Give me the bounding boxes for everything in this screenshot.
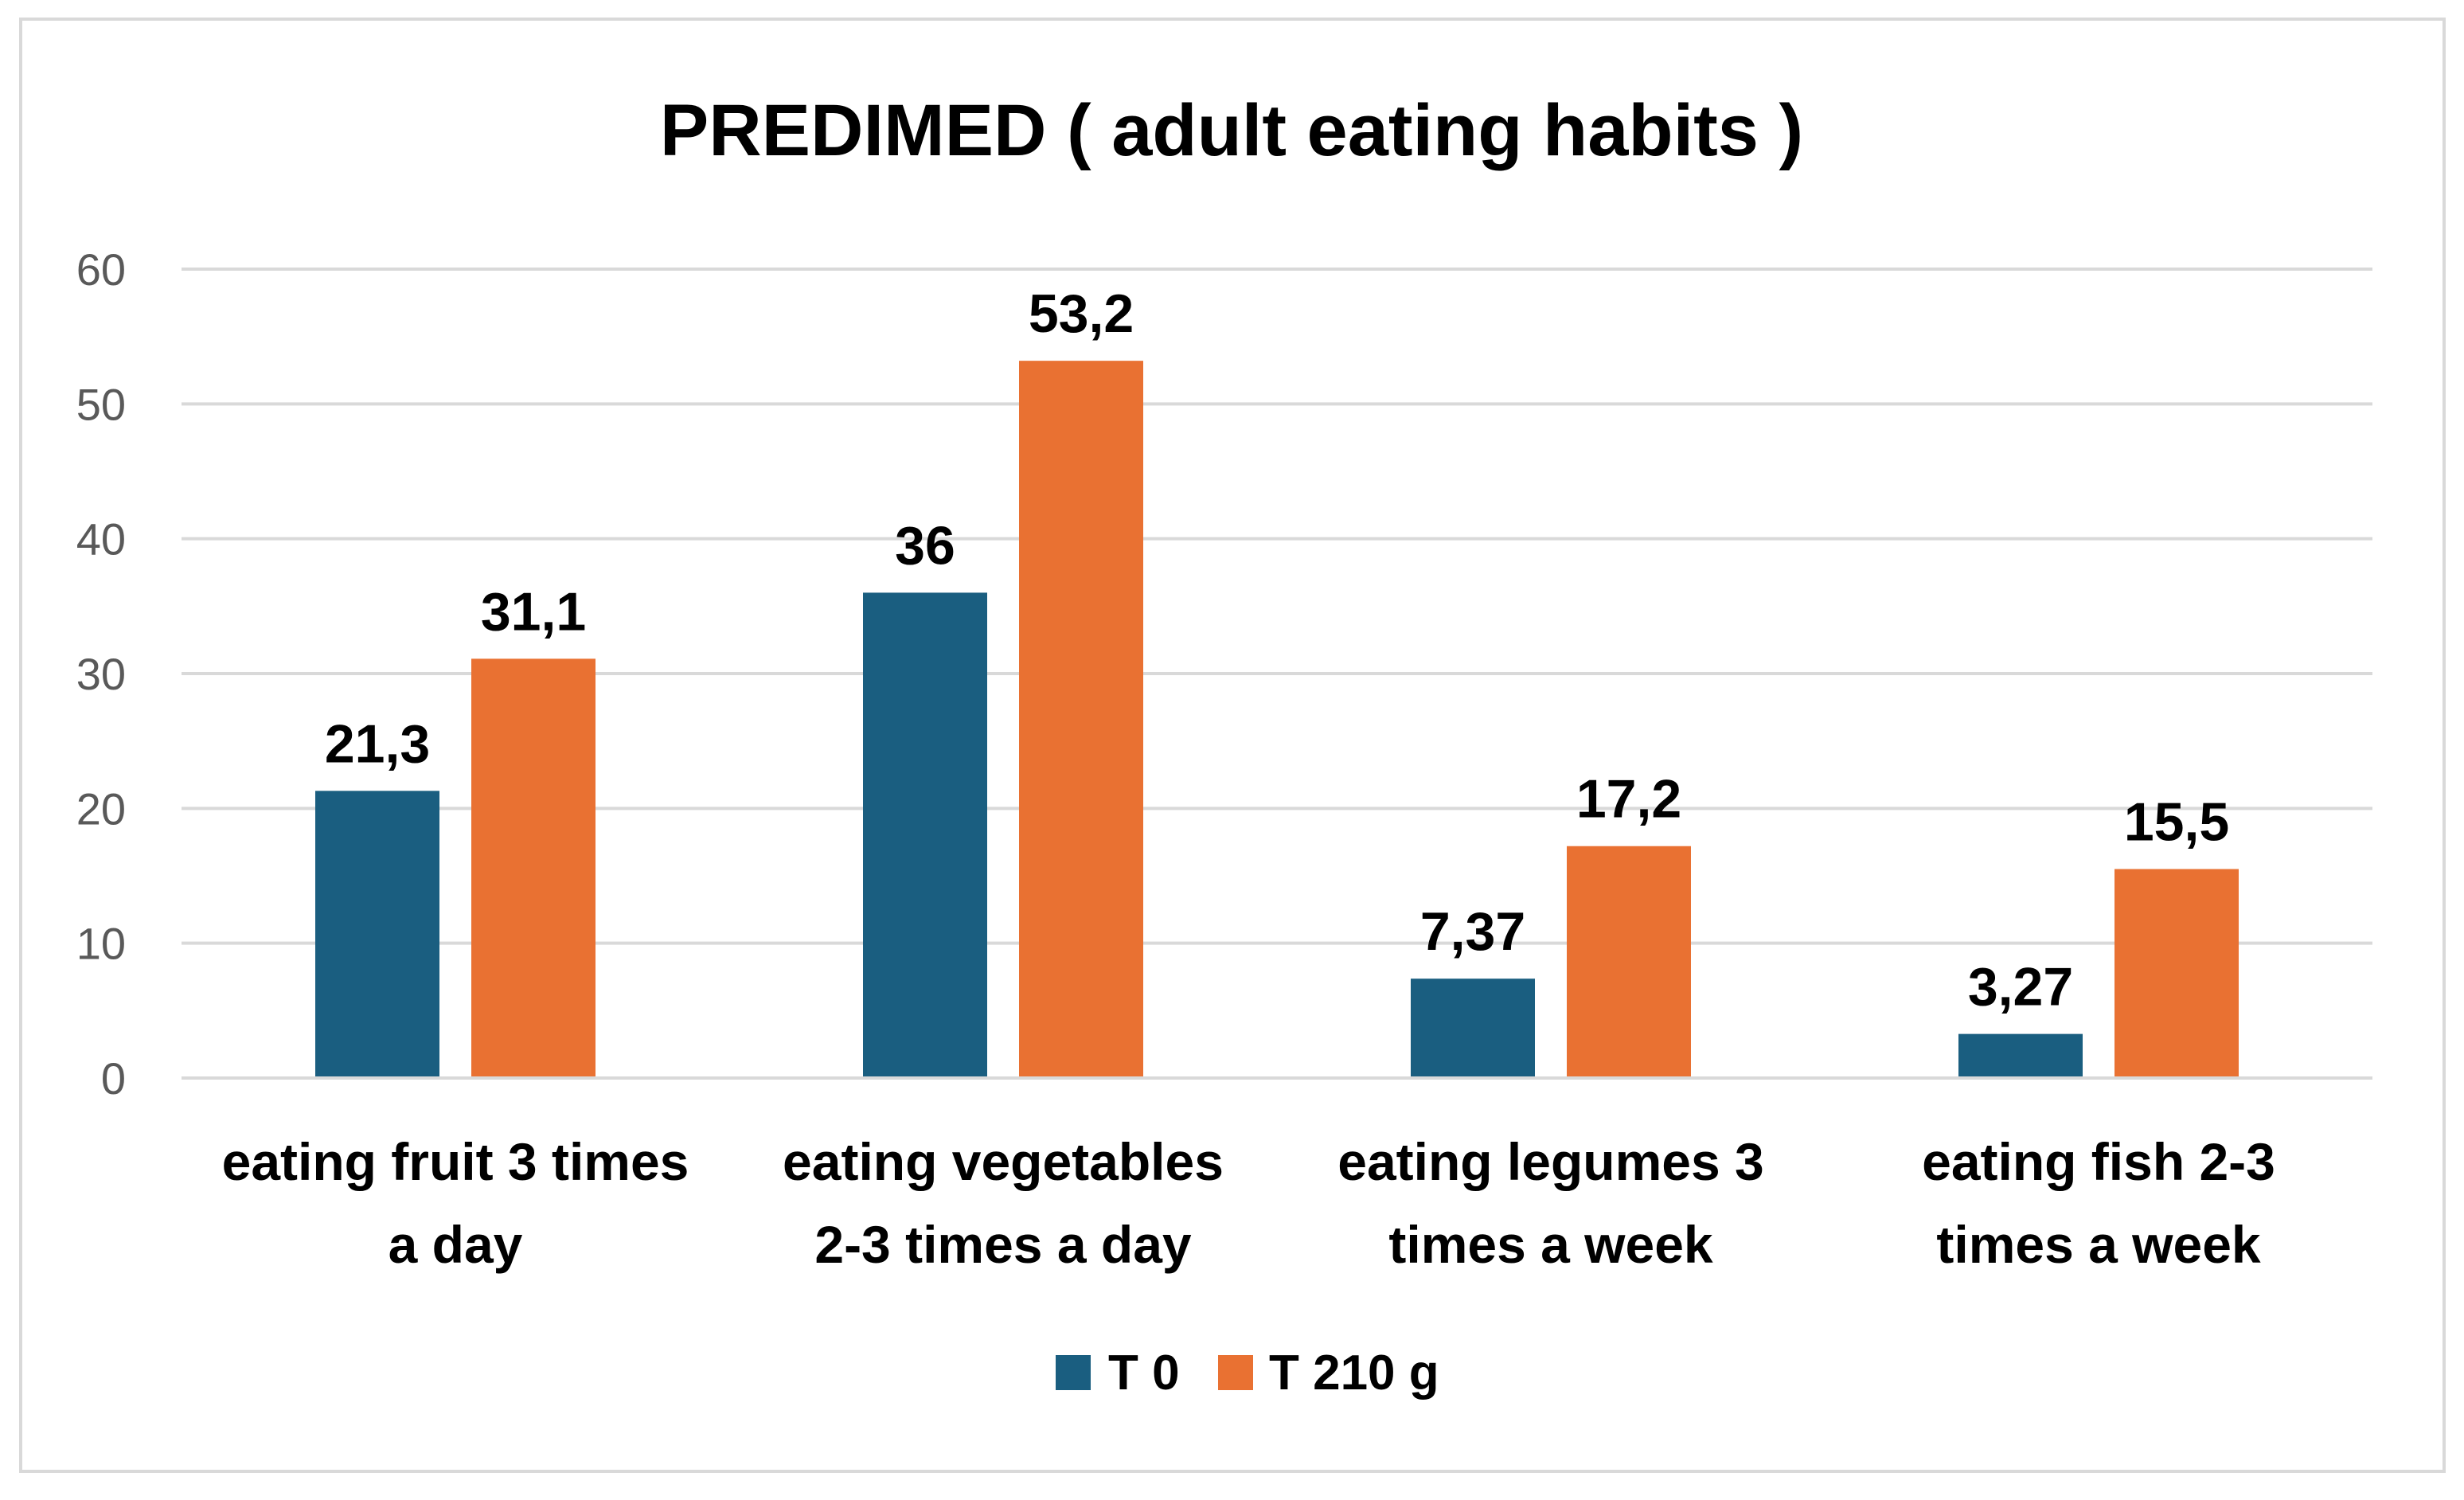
- legend-label: T 0: [1108, 1346, 1180, 1400]
- y-tick-label: 30: [76, 649, 126, 699]
- x-category-label: eating fruit 3 times: [222, 1132, 689, 1191]
- y-tick-label: 40: [76, 514, 126, 564]
- data-label: 15,5: [2124, 792, 2229, 853]
- x-category-label: eating vegetables: [783, 1132, 1224, 1191]
- chart-frame: [19, 18, 2446, 1473]
- y-tick-label: 60: [76, 244, 126, 295]
- legend: T 0 T 210 g: [1056, 1346, 1439, 1400]
- y-tick-label: 20: [76, 783, 126, 834]
- data-label: 3,27: [1968, 957, 2073, 1018]
- bar-t210g: [2115, 869, 2239, 1078]
- data-label: 17,2: [1576, 769, 1681, 830]
- chart-title: PREDIMED ( adult eating habits ): [660, 90, 1803, 171]
- data-label: 31,1: [481, 581, 586, 642]
- y-tick-label: 50: [76, 379, 126, 429]
- bar-t210g: [1567, 846, 1691, 1078]
- bar-t210g: [471, 658, 595, 1078]
- y-axis: 0 10 20 30 40 50 60: [76, 244, 126, 1104]
- x-category-label: 2-3 times a day: [814, 1215, 1192, 1274]
- x-category-label: eating fish 2-3: [1922, 1132, 2275, 1191]
- bar-t0: [863, 592, 987, 1078]
- x-axis: eating fruit 3 times a day eating vegetabl…: [182, 1076, 2372, 1274]
- legend-swatch: [1218, 1355, 1253, 1390]
- x-category-label: a day: [389, 1215, 523, 1274]
- bars: [315, 361, 2239, 1078]
- legend-label: T 210 g: [1269, 1346, 1439, 1400]
- x-category-label: times a week: [1936, 1215, 2261, 1274]
- data-label: 7,37: [1420, 901, 1525, 962]
- data-labels: 21,3 31,1 36 53,2 7,37 17,2 3,27 15,5: [325, 283, 2229, 1017]
- data-label: 53,2: [1029, 283, 1134, 344]
- bar-t0: [315, 791, 439, 1078]
- x-category-label: times a week: [1388, 1215, 1713, 1274]
- y-tick-label: 0: [101, 1053, 126, 1104]
- bar-t0: [1958, 1033, 2083, 1078]
- data-label: 36: [895, 515, 955, 576]
- y-tick-label: 10: [76, 919, 126, 969]
- bar-t0: [1411, 979, 1535, 1078]
- legend-swatch: [1056, 1355, 1091, 1390]
- data-label: 21,3: [325, 713, 430, 774]
- x-category-label: eating legumes 3: [1337, 1132, 1764, 1191]
- bar-t210g: [1019, 361, 1143, 1078]
